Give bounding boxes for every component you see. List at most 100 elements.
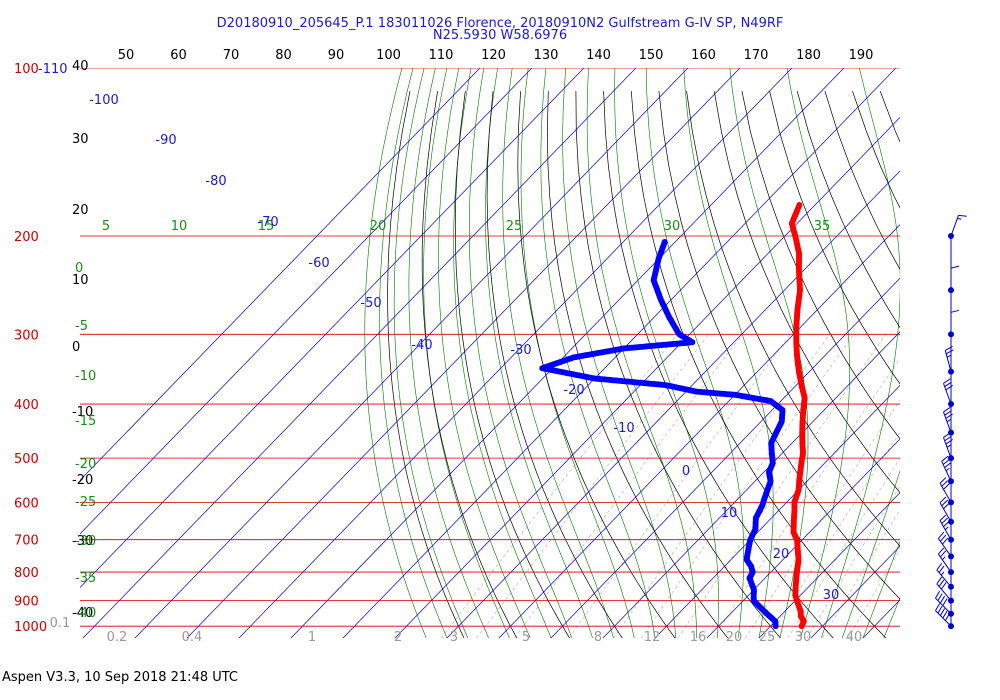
wind-barb-half-flag [945,467,950,472]
dry-adiabat-line [936,91,1000,638]
isotherm-line [80,68,481,481]
isotherm-label: -30 [510,343,531,358]
moist-adiabat-left-label: 0 [75,261,83,276]
wind-barb-flag [950,309,960,313]
wind-barb-shaft [943,411,952,433]
wind-barb-flag [950,265,960,269]
moist-adiabat-line [786,68,851,639]
mixing-ratio-label: 1 [308,630,316,645]
left-axis-tick-label: -30 [72,534,93,549]
left-axis-tick-label: -10 [72,405,93,420]
moist-adiabat-line [502,68,614,639]
dry-adiabat-line [658,91,900,600]
wind-barb-half-flag [940,571,945,576]
wind-barb-shaft [935,597,952,615]
footer-text: Aspen V3.3, 10 Sep 2018 21:48 UTC [2,670,239,685]
wind-barb [937,531,954,560]
dry-adiabat-line [387,91,465,639]
moist-adiabat-line [453,68,552,639]
moist-adiabat-line [423,68,510,639]
wind-barb-flag [939,477,947,484]
mixing-ratio-label: 2 [394,630,402,645]
wind-barb-flag [941,499,949,507]
left-axis-tick-label: 0 [72,340,80,355]
wind-barb [937,547,954,576]
wind-barb-half-flag [942,556,946,561]
mixing-ratio-label: 3 [450,630,458,645]
wind-barb-flag [942,598,948,606]
wind-barb-shaft [936,569,952,588]
wind-barb-flag [937,605,943,614]
mixing-ratio-label: 30 [795,630,812,645]
moist-adiabat-line [841,470,900,639]
moist-adiabat-line [408,68,489,639]
wind-barb-flag [943,406,951,413]
wind-barb-shaft [935,610,952,627]
wind-barb-flag [942,610,948,619]
mixing-ratio-line [677,334,886,639]
isotherm-label: 20 [773,547,790,562]
wind-barb-shaft [941,461,952,482]
wind-barb-flag [936,576,943,585]
dry-adiabat-line [546,91,728,639]
moist-adiabat-line [520,68,635,639]
wind-barb [939,477,954,506]
theta-e-label: 10 [171,219,188,234]
isotherm-line [967,68,1000,638]
temperature-point [798,623,805,630]
moist-adiabat-line [485,68,593,639]
wind-barb [948,265,960,294]
isotherm-line [862,599,900,639]
wind-barb-shaft [939,520,952,540]
dry-adiabat-line [852,90,900,209]
wind-barb-flag [943,520,950,528]
wind-barb-flag [945,384,953,391]
dry-adiabat-line [421,91,518,639]
wind-barb-flag [938,531,945,539]
moist-adiabat-left-label: -5 [75,319,88,334]
mixing-ratio-label: 20 [726,630,743,645]
moist-adiabat-line [438,68,531,639]
moist-adiabat-line [729,68,809,639]
isotherm-line [706,438,900,639]
mixing-ratio-label: 8 [594,630,602,645]
wind-barb-flag [941,455,949,462]
mixing-ratio-line [768,431,900,639]
wind-barb-shaft [939,502,952,522]
mixing-ratio-line [787,457,900,639]
wind-barb-flag [942,537,949,545]
wind-barb-flag [942,458,950,465]
mixing-ratio-line [476,334,710,639]
pressure-tick-label: 400 [14,398,39,413]
inner-labels: 5 10 15 20 25 30 35-100-90-80-70-60-50-40 -30-2… [50,93,863,645]
theta-e-label: 20 [370,219,387,234]
temperature-trace [788,202,808,630]
wind-barb [939,514,954,543]
wind-barb-flag [935,603,941,611]
moist-adiabat-line [862,540,900,639]
wind-barb-flag [940,550,947,558]
isotherm-label: -50 [360,296,381,311]
wind-barb [943,378,954,408]
mixing-ratio-line [514,334,743,639]
moist-adiabat-line [393,68,469,639]
wind-barb-flag [939,496,947,504]
wind-barb-shaft [950,215,959,237]
theta-e-label: 30 [664,219,681,234]
top-axis-tick-label: 180 [796,48,821,63]
pressure-tick-label: 500 [14,452,39,467]
top-axis-tick-label: 50 [118,48,135,63]
wind-barb-flag [939,514,947,522]
wind-barb-half-flag [946,444,951,448]
moist-adiabat-line [586,68,697,638]
mixing-ratio-label: 0.2 [107,630,128,645]
mixing-ratio-line [713,357,900,639]
chart-title-line-2: N25.5930 W58.6976 [432,28,568,43]
wind-barb-flag [944,381,952,388]
dry-adiabat-line [575,91,781,639]
isotherm-line [82,68,637,639]
mixing-ratio-label: 25 [759,630,776,645]
mixing-ratio-line [440,334,678,639]
left-axis-tick-label: 30 [72,132,89,147]
isotherm-label: -20 [563,383,584,398]
